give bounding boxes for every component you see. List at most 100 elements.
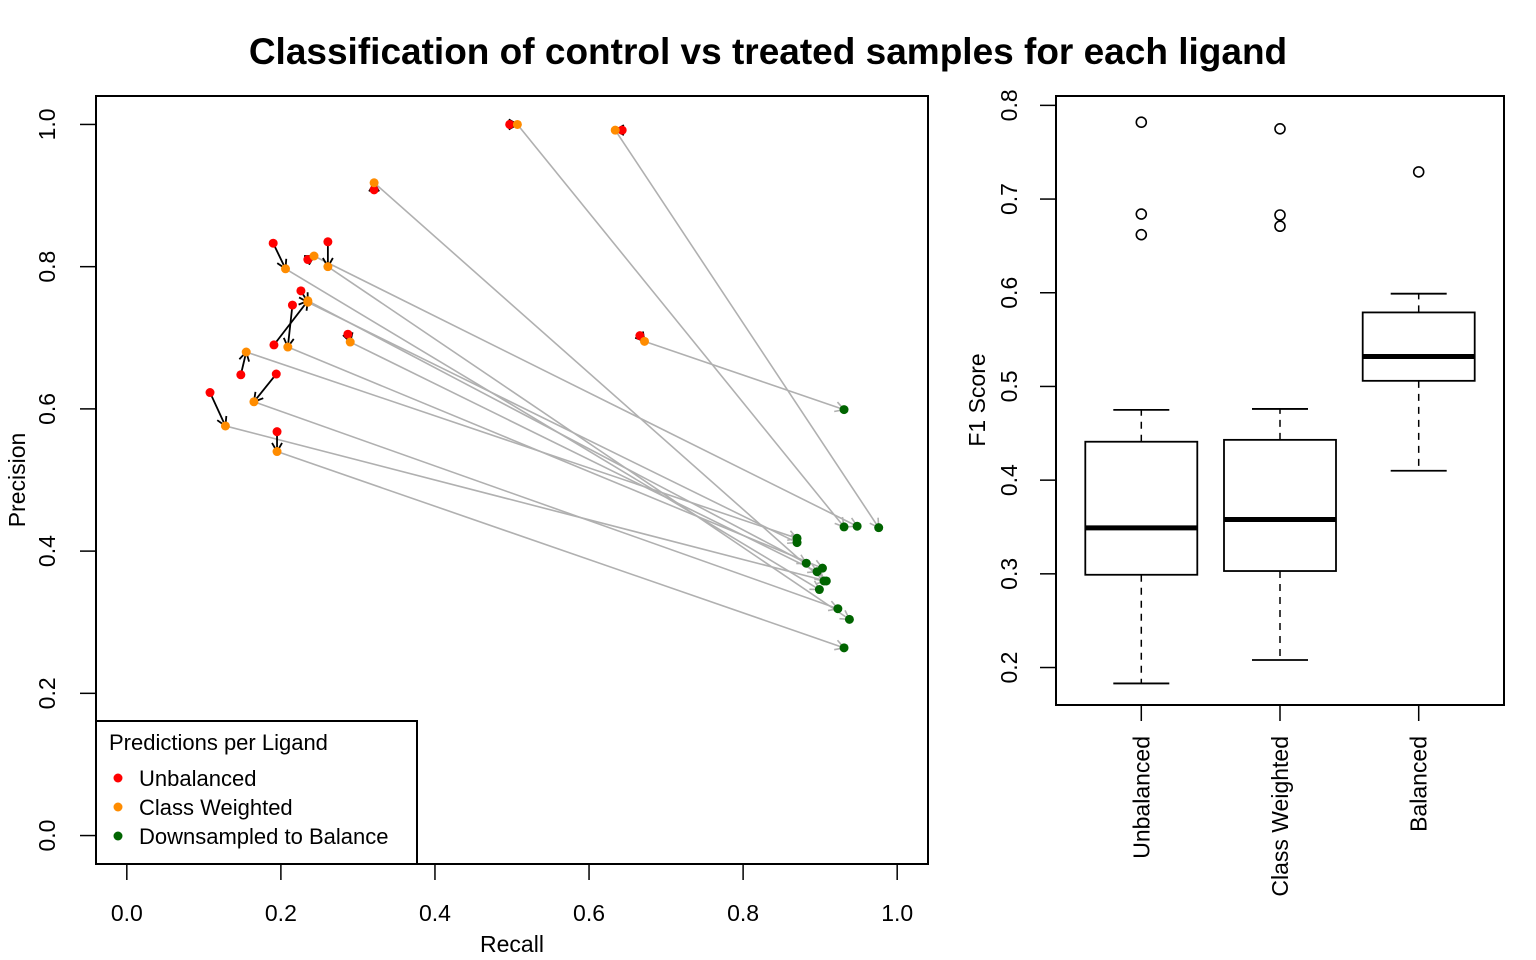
scatter-y-tick-label: 0.8: [34, 251, 60, 283]
interquartile-box: [1223, 438, 1337, 572]
weighted-to-balanced-arrow: [614, 129, 880, 529]
weighted-to-balanced-arrow-shaft: [307, 301, 798, 544]
scatter-x-tick-label: 0.4: [419, 900, 451, 926]
point-unbalanced: [287, 300, 297, 310]
legend-label-class-weighted: Class Weighted: [139, 795, 293, 820]
point-unbalanced: [296, 286, 306, 296]
boxplot-y-tick-label: 0.5: [996, 370, 1022, 402]
scatter-y-tick-label: 0.6: [34, 393, 60, 425]
point-balanced: [812, 567, 822, 577]
box-balanced: [1361, 166, 1476, 472]
unbalanced-to-weighted-arrow-shaft: [253, 373, 277, 403]
legend-label-downsampled: Downsampled to Balance: [139, 824, 388, 849]
point-balanced: [874, 523, 884, 533]
scatter-y-tick-label: 0.2: [34, 677, 60, 709]
point-class-weighted: [640, 336, 650, 346]
boxplot-y-axis: 0.2 0.3 0.4 0.5 0.6 0.7 0.8: [996, 89, 1057, 684]
boxplot-x-axis: Unbalanced Class Weighted Balanced: [1128, 704, 1432, 897]
point-balanced: [833, 604, 843, 614]
scatter-y-label: Precision: [4, 433, 30, 528]
unbalanced-to-weighted-arrow-shaft: [272, 242, 287, 270]
weighted-to-balanced-arrow-shaft: [245, 351, 798, 540]
point-unbalanced: [505, 119, 515, 129]
point-unbalanced: [268, 238, 278, 248]
point-balanced: [801, 558, 811, 568]
boxplot-y-tick-label: 0.8: [996, 89, 1022, 121]
unbalanced-to-weighted-arrow: [252, 373, 277, 404]
point-class-weighted: [241, 347, 251, 357]
scatter-x-axis: 0.0 0.2 0.4 0.6 0.8 1.0: [111, 863, 913, 926]
weighted-to-balanced-arrow: [276, 450, 846, 651]
weighted-to-balanced-arrow: [253, 401, 840, 612]
figure-title: Classification of control vs treated sam…: [249, 31, 1287, 72]
legend: Predictions per Ligand Unbalanced Class …: [95, 720, 418, 865]
point-class-weighted: [369, 178, 379, 188]
point-balanced: [852, 521, 862, 531]
scatter-x-tick-label: 0.6: [573, 900, 605, 926]
unbalanced-to-weighted-arrows: [209, 118, 646, 454]
point-class-weighted: [309, 251, 319, 261]
boxplot-category-label: Class Weighted: [1267, 736, 1293, 897]
scatter-x-label: Recall: [480, 931, 544, 957]
legend-marker-unbalanced: [113, 773, 123, 783]
outlier-point: [1135, 228, 1148, 241]
scatter-y-axis: 0.0 0.2 0.4 0.6 0.8 1.0: [34, 108, 97, 852]
outlier-point: [1412, 166, 1425, 178]
point-unbalanced: [236, 370, 246, 380]
weighted-to-balanced-arrow-shaft: [225, 425, 827, 582]
scatter-y-tick-label: 0.0: [34, 820, 60, 852]
weighted-to-balanced-arrow: [287, 346, 824, 571]
outlier-point: [1274, 220, 1286, 233]
scatter-y-tick-label: 1.0: [34, 108, 60, 140]
point-unbalanced: [272, 427, 282, 437]
weighted-to-balanced-arrow-shaft: [373, 182, 825, 582]
point-balanced: [839, 522, 849, 532]
legend-marker-downsampled: [113, 831, 123, 841]
point-unbalanced: [205, 388, 215, 398]
point-unbalanced: [343, 329, 353, 339]
weighted-to-balanced-arrow-shaft: [327, 266, 850, 621]
point-class-weighted: [220, 421, 230, 431]
scatter-panel: 0.0 0.2 0.4 0.6 0.8 1.0 0.0 0.2 0.4 0.6 0.8 1.0 Re…: [4, 95, 929, 957]
boxplot-category-label: Balanced: [1406, 736, 1432, 832]
box-class-weighted: [1223, 122, 1337, 661]
point-unbalanced: [271, 369, 281, 379]
scatter-y-tick-label: 0.4: [34, 535, 60, 567]
point-class-weighted: [303, 296, 313, 306]
point-balanced: [821, 576, 831, 586]
point-class-weighted: [323, 262, 333, 272]
unbalanced-to-weighted-arrow-shaft: [209, 392, 227, 427]
unbalanced-to-weighted-arrow-shaft: [273, 300, 309, 346]
scatter-x-tick-label: 1.0: [881, 900, 913, 926]
point-balanced: [792, 533, 802, 543]
boxplot-category-label: Unbalanced: [1128, 736, 1154, 859]
weighted-to-balanced-arrow: [245, 351, 799, 542]
unbalanced-to-weighted-arrow-shaft: [286, 304, 294, 348]
scatter-points: [205, 119, 884, 653]
weighted-to-balanced-arrow-shaft: [644, 340, 845, 411]
box-unbalanced: [1084, 116, 1199, 685]
point-class-weighted: [281, 264, 291, 274]
weighted-to-balanced-arrows: [225, 123, 880, 651]
boxplot-boxes: [1084, 116, 1476, 685]
weighted-to-balanced-arrow: [225, 425, 828, 585]
weighted-to-balanced-arrow: [373, 182, 826, 583]
point-balanced: [814, 585, 824, 595]
boxplot-y-tick-label: 0.4: [996, 464, 1022, 496]
boxplot-panel: 0.2 0.3 0.4 0.5 0.6 0.7 0.8 Unbalanced Class We…: [964, 89, 1505, 897]
point-balanced: [839, 405, 849, 415]
weighted-to-balanced-arrow-shaft: [253, 401, 839, 610]
legend-title: Predictions per Ligand: [109, 730, 328, 755]
outlier-point: [1135, 116, 1148, 129]
boxplot-y-tick-label: 0.3: [996, 558, 1022, 590]
weighted-to-balanced-arrow-shaft: [307, 300, 807, 564]
scatter-x-tick-label: 0.8: [727, 900, 759, 926]
point-class-weighted: [283, 342, 293, 352]
boxplot-y-tick-label: 0.6: [996, 277, 1022, 309]
point-unbalanced: [369, 185, 379, 195]
scatter-x-tick-label: 0.2: [265, 900, 297, 926]
point-unbalanced: [323, 237, 333, 247]
weighted-to-balanced-arrow: [307, 300, 808, 565]
scatter-x-tick-label: 0.0: [111, 900, 143, 926]
